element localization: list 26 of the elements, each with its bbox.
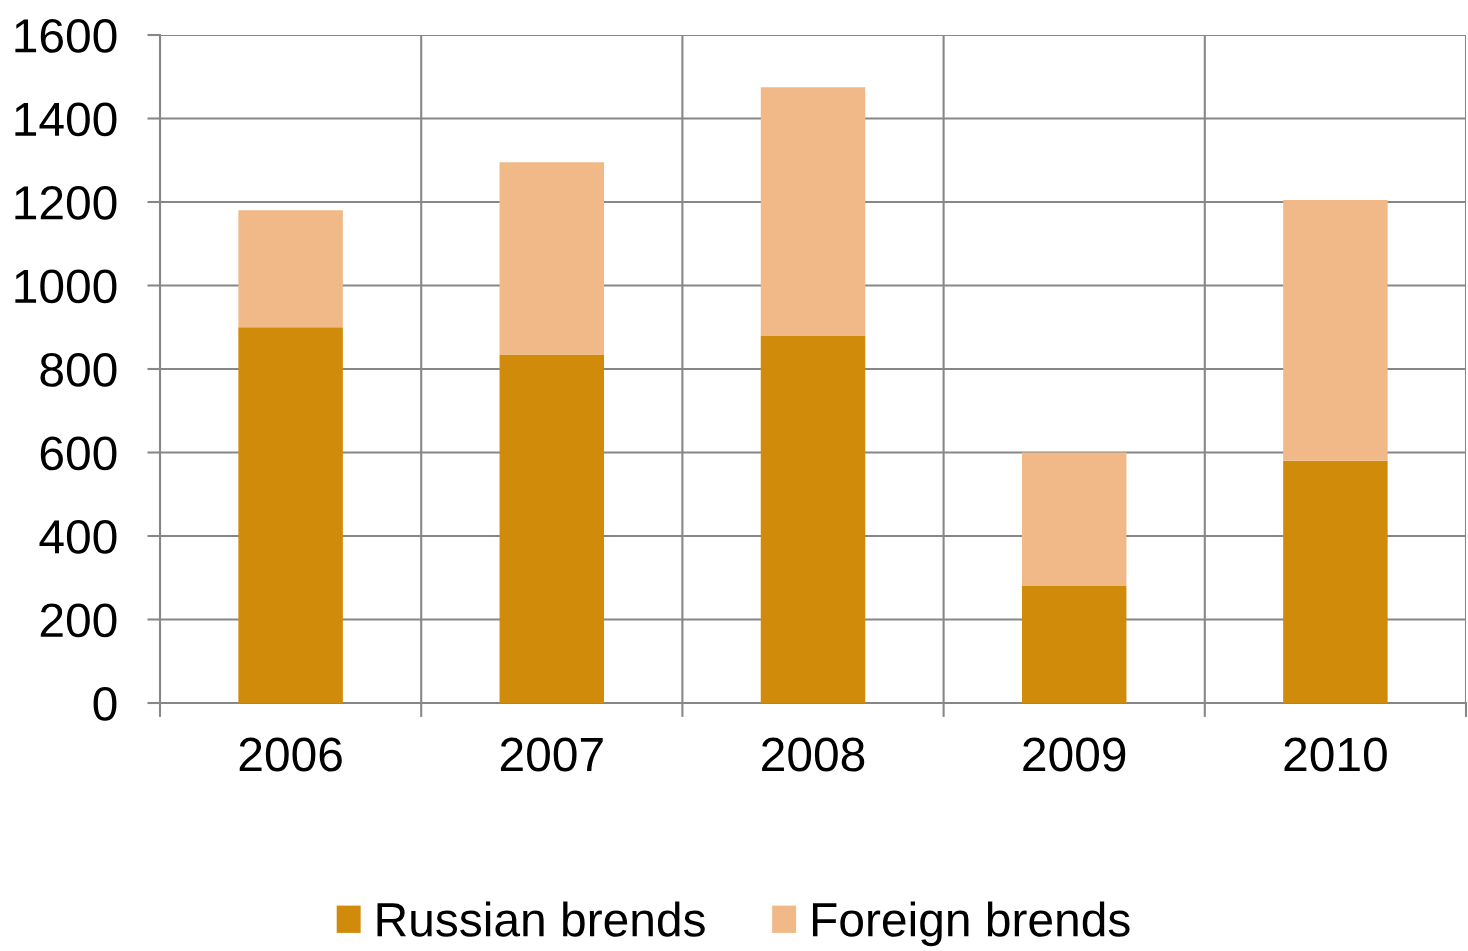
bar bbox=[760, 335, 866, 703]
bar bbox=[1021, 586, 1127, 703]
x-tick-label: 2006 bbox=[239, 737, 342, 772]
y-tick-label: 0 bbox=[93, 686, 117, 721]
y-tick-label: 400 bbox=[39, 519, 117, 554]
bar bbox=[499, 354, 605, 703]
y-tick-label: 200 bbox=[40, 603, 117, 638]
bar bbox=[1283, 199, 1388, 461]
x-tick-label: 2009 bbox=[1023, 737, 1126, 772]
y-tick-label: 1000 bbox=[15, 269, 117, 304]
y-tick-label: 800 bbox=[40, 352, 117, 387]
y-tick-label: 600 bbox=[40, 436, 117, 471]
y-tick-label: 1600 bbox=[15, 18, 117, 53]
x-tick-label: 2008 bbox=[762, 737, 865, 772]
legend-label: Foreign brends bbox=[812, 901, 1130, 947]
bar bbox=[760, 87, 866, 336]
bar bbox=[238, 210, 343, 328]
y-tick-label: 1200 bbox=[15, 185, 117, 220]
bar bbox=[1021, 452, 1127, 587]
y-tick-label: 1400 bbox=[15, 102, 117, 137]
x-tick-label: 2007 bbox=[500, 737, 603, 772]
bar bbox=[1283, 460, 1388, 703]
bar bbox=[238, 327, 343, 703]
legend-label: Russian brends bbox=[377, 901, 705, 937]
bar bbox=[499, 162, 605, 355]
x-tick-label: 2010 bbox=[1284, 737, 1387, 772]
